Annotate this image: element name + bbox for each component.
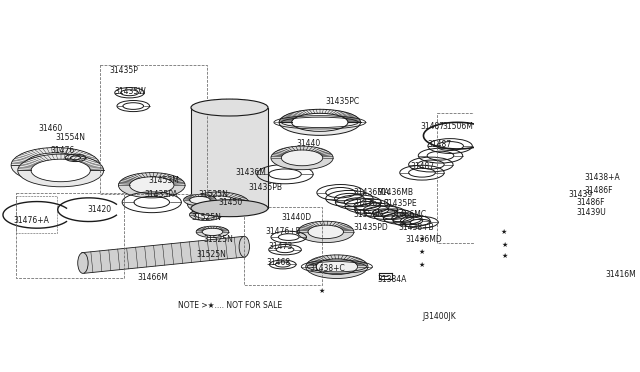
Text: 31436MA: 31436MA xyxy=(354,188,390,197)
Ellipse shape xyxy=(536,254,545,272)
Text: 31440: 31440 xyxy=(296,138,321,148)
Text: ★: ★ xyxy=(319,288,325,294)
Text: 31468: 31468 xyxy=(266,259,291,267)
Text: ★: ★ xyxy=(500,229,506,235)
Polygon shape xyxy=(82,236,245,273)
Text: 31550N: 31550N xyxy=(354,211,384,219)
Ellipse shape xyxy=(189,196,211,204)
Text: 31486F: 31486F xyxy=(576,198,604,207)
Ellipse shape xyxy=(188,192,250,216)
Ellipse shape xyxy=(184,194,216,206)
Text: 31554N: 31554N xyxy=(56,133,86,142)
Text: ★: ★ xyxy=(419,236,425,242)
Text: 31436MB: 31436MB xyxy=(378,188,413,197)
Ellipse shape xyxy=(316,259,358,275)
Bar xyxy=(436,113,540,243)
Bar xyxy=(16,196,57,233)
Text: 31438+B: 31438+B xyxy=(398,223,434,232)
Text: 31453M: 31453M xyxy=(148,176,179,185)
Text: ★: ★ xyxy=(502,241,508,247)
Ellipse shape xyxy=(271,146,333,170)
Ellipse shape xyxy=(208,243,228,250)
Ellipse shape xyxy=(239,236,250,257)
Ellipse shape xyxy=(196,226,228,238)
Text: 31439: 31439 xyxy=(568,190,593,199)
Text: 31473: 31473 xyxy=(268,242,292,251)
Ellipse shape xyxy=(31,159,90,182)
Ellipse shape xyxy=(306,255,368,279)
Text: ★: ★ xyxy=(419,262,425,267)
Ellipse shape xyxy=(202,228,223,235)
Text: NOTE >★.... NOT FOR SALE: NOTE >★.... NOT FOR SALE xyxy=(178,301,282,310)
Ellipse shape xyxy=(191,200,268,217)
Text: 31416M: 31416M xyxy=(605,270,636,279)
Ellipse shape xyxy=(24,153,86,178)
Text: 31487: 31487 xyxy=(420,122,445,131)
Text: 31486F: 31486F xyxy=(585,186,613,195)
Ellipse shape xyxy=(292,113,348,131)
Text: 31384A: 31384A xyxy=(378,275,407,284)
Text: 31436M: 31436M xyxy=(236,168,266,177)
Text: 31436MC: 31436MC xyxy=(391,211,427,219)
Text: J31400JK: J31400JK xyxy=(422,312,456,321)
Ellipse shape xyxy=(129,177,174,194)
Bar xyxy=(100,65,207,194)
Bar xyxy=(16,193,124,278)
Ellipse shape xyxy=(191,99,268,116)
Text: 31525N: 31525N xyxy=(191,212,221,222)
Ellipse shape xyxy=(279,109,360,135)
Text: 31438+C: 31438+C xyxy=(310,264,345,273)
Text: 31440D: 31440D xyxy=(282,212,312,222)
Ellipse shape xyxy=(77,253,88,273)
Ellipse shape xyxy=(308,225,344,239)
Text: 31487: 31487 xyxy=(428,140,452,149)
Text: 31439U: 31439U xyxy=(576,208,605,217)
Ellipse shape xyxy=(189,209,222,221)
Ellipse shape xyxy=(11,148,100,183)
Text: 31525N: 31525N xyxy=(204,235,234,244)
Text: 31435PA: 31435PA xyxy=(145,190,178,199)
Text: 31460: 31460 xyxy=(38,124,63,133)
Text: 31476+A: 31476+A xyxy=(13,215,49,225)
Ellipse shape xyxy=(298,221,354,243)
Polygon shape xyxy=(539,231,640,272)
Ellipse shape xyxy=(198,196,239,212)
Ellipse shape xyxy=(282,150,323,166)
Text: 31487: 31487 xyxy=(411,162,435,171)
Text: 31525N: 31525N xyxy=(198,190,228,199)
Text: 31435PE: 31435PE xyxy=(383,199,417,208)
Ellipse shape xyxy=(195,211,216,218)
Text: 31435PD: 31435PD xyxy=(354,223,388,232)
Text: 31435PB: 31435PB xyxy=(248,183,282,192)
Bar xyxy=(559,163,633,270)
Text: 31506M: 31506M xyxy=(443,122,474,131)
Text: 31466M: 31466M xyxy=(137,273,168,282)
Text: 31420: 31420 xyxy=(87,205,111,214)
Text: 31525N: 31525N xyxy=(196,250,226,259)
Text: ★: ★ xyxy=(502,253,508,259)
Ellipse shape xyxy=(18,154,104,187)
Text: 31435W: 31435W xyxy=(115,87,147,96)
Text: 31435P: 31435P xyxy=(109,66,138,75)
Text: ★: ★ xyxy=(419,249,425,255)
Bar xyxy=(539,259,637,307)
Text: 31436MD: 31436MD xyxy=(406,235,442,244)
Ellipse shape xyxy=(118,173,185,198)
Text: 31435PC: 31435PC xyxy=(326,97,360,106)
Text: 31476: 31476 xyxy=(51,146,75,155)
Ellipse shape xyxy=(202,241,235,253)
Text: 31476+B: 31476+B xyxy=(265,227,301,236)
Text: 31438+A: 31438+A xyxy=(585,173,621,182)
Text: 31450: 31450 xyxy=(218,198,243,207)
Polygon shape xyxy=(191,108,268,208)
Text: 31476+C: 31476+C xyxy=(354,199,390,208)
Bar xyxy=(244,208,322,285)
